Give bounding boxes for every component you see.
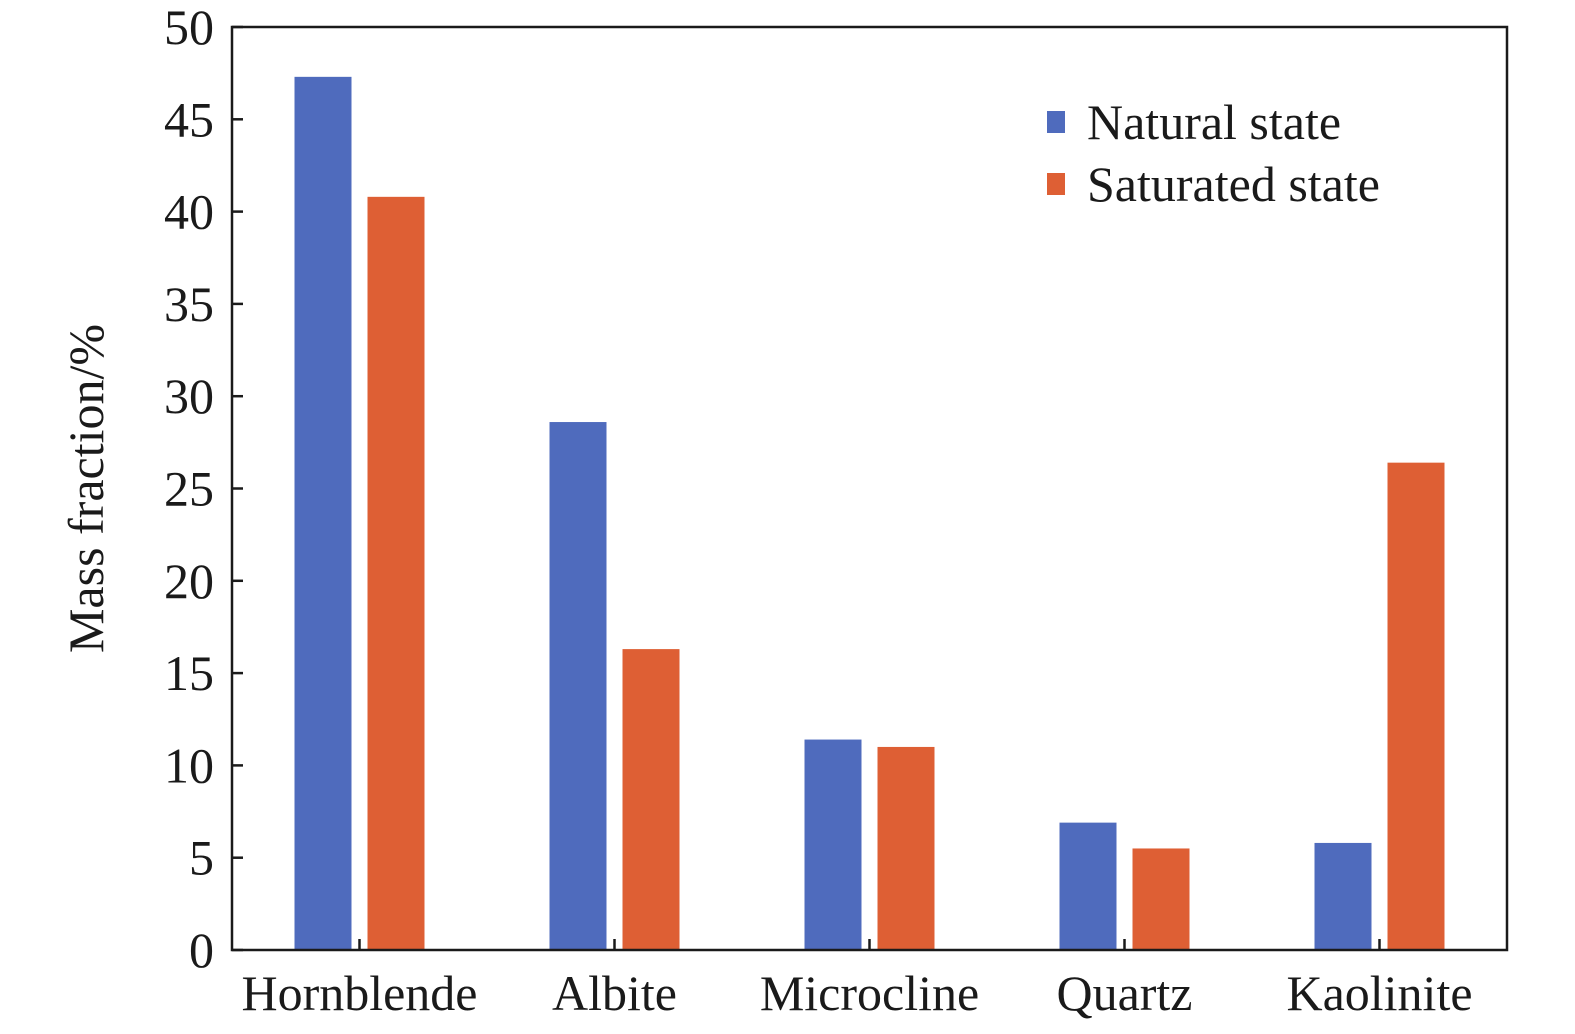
y-tick-label: 10 <box>164 737 214 793</box>
x-tick-label: Albite <box>552 965 677 1021</box>
bar-microcline-series-2 <box>877 746 935 950</box>
y-tick-label: 0 <box>189 922 214 978</box>
bars-group <box>294 76 1445 951</box>
y-tick-label: 35 <box>164 276 214 332</box>
y-axis: 0 5 10 15 20 25 30 35 40 45 50 <box>164 0 243 978</box>
x-tick-label: Kaolinite <box>1286 965 1472 1021</box>
legend-swatch-1 <box>1047 111 1065 133</box>
bar-albite-series-1 <box>549 422 607 950</box>
bar-kaolinite-series-2 <box>1387 462 1445 950</box>
y-tick-label: 25 <box>164 461 214 517</box>
bar-microcline-series-1 <box>804 739 862 950</box>
legend: Natural state Saturated state <box>1047 94 1380 212</box>
bar-hornblende-series-1 <box>294 76 352 951</box>
bar-kaolinite-series-1 <box>1314 842 1372 950</box>
x-tick-label: Quartz <box>1056 965 1192 1021</box>
bar-quartz-series-2 <box>1132 848 1190 950</box>
legend-label-1: Natural state <box>1087 94 1341 150</box>
y-tick-label: 20 <box>164 553 214 609</box>
bar-hornblende-series-2 <box>367 196 425 950</box>
x-tick-label: Hornblende <box>241 965 477 1021</box>
y-tick-label: 45 <box>164 91 214 147</box>
bar-albite-series-2 <box>622 649 680 950</box>
x-axis: Hornblende Albite Microcline Quartz Kaolinit… <box>241 939 1473 1021</box>
legend-label-2: Saturated state <box>1087 156 1380 212</box>
x-tick-label: Microcline <box>760 965 979 1021</box>
y-axis-title: Mass fraction/% <box>58 324 114 653</box>
bar-quartz-series-1 <box>1059 822 1117 950</box>
y-tick-label: 30 <box>164 368 214 424</box>
y-tick-label: 40 <box>164 184 214 240</box>
y-tick-label: 50 <box>164 0 214 55</box>
y-tick-label: 5 <box>189 830 214 886</box>
legend-swatch-2 <box>1047 173 1065 195</box>
y-tick-label: 15 <box>164 645 214 701</box>
